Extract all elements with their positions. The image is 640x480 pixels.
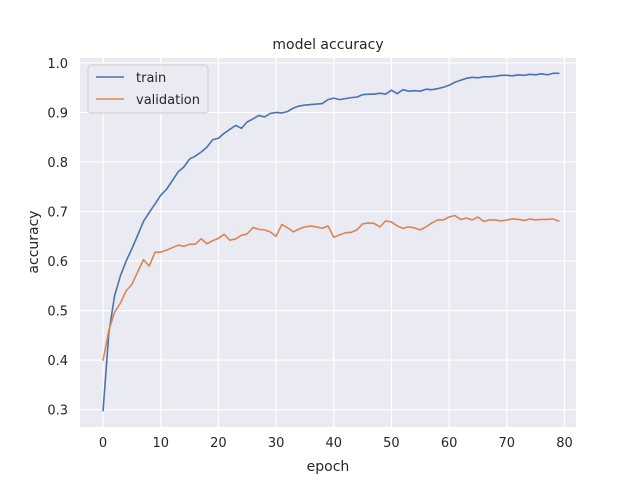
x-tick-label: 60 (441, 436, 458, 451)
chart-title: model accuracy (272, 37, 383, 53)
legend-label-validation: validation (136, 93, 200, 108)
y-tick-label: 0.5 (47, 305, 68, 320)
y-tick-label: 0.9 (47, 106, 68, 121)
y-tick-label: 0.6 (47, 255, 68, 270)
series-line-validation (102, 214, 560, 361)
y-tick-label: 0.7 (47, 206, 68, 221)
x-axis-label: epoch (307, 459, 350, 475)
x-tick-label: 40 (325, 436, 342, 451)
x-tick-label: 80 (556, 436, 573, 451)
x-tick-label: 30 (268, 436, 285, 451)
x-tick-label: 20 (210, 436, 227, 451)
x-tick-labels: 0 10 20 30 40 50 60 70 80 (99, 436, 573, 451)
legend-label-train: train (136, 71, 166, 86)
x-tick-label: 50 (383, 436, 400, 451)
plot-area (80, 58, 576, 427)
y-tick-labels: 0.3 0.4 0.5 0.6 0.7 0.8 0.9 1.0 (47, 57, 68, 419)
series-layer (102, 72, 560, 412)
legend: train validation (87, 64, 209, 114)
grid-lines (80, 58, 576, 427)
y-tick-label: 1.0 (47, 57, 68, 72)
y-tick-label: 0.8 (47, 156, 68, 171)
series-line-train (102, 72, 560, 412)
y-tick-label: 0.4 (47, 354, 68, 369)
y-tick-label: 0.3 (47, 404, 68, 419)
x-tick-label: 10 (152, 436, 169, 451)
x-tick-label: 0 (99, 436, 107, 451)
x-tick-label: 70 (499, 436, 516, 451)
y-axis-label: accuracy (26, 210, 42, 273)
